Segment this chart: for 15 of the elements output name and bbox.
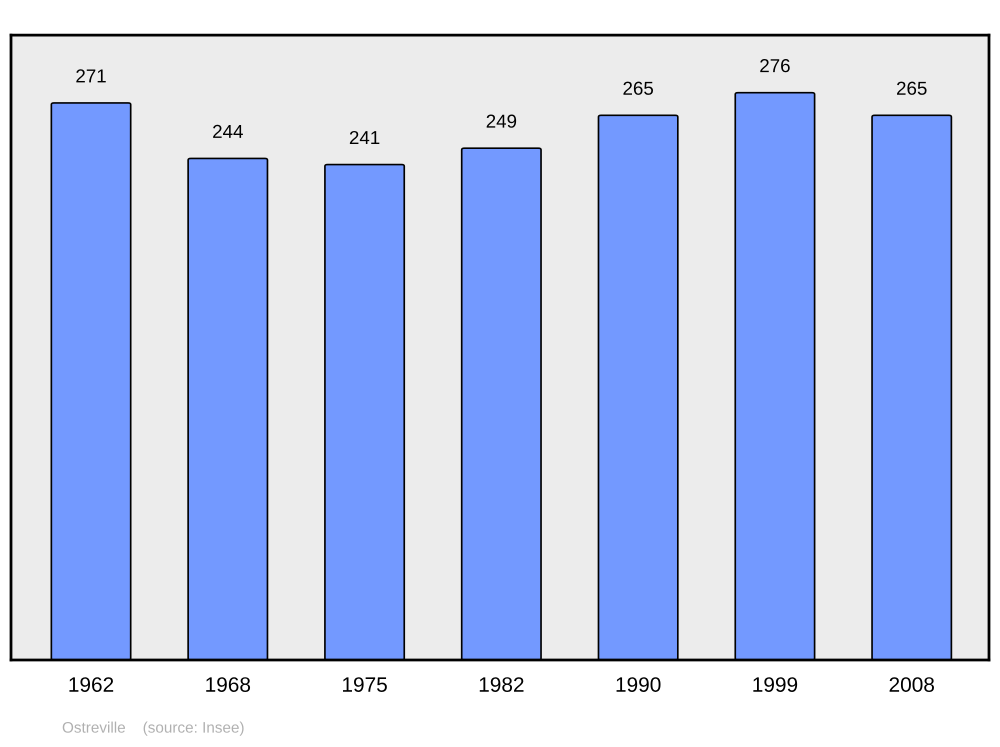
data-label: 249: [486, 114, 516, 128]
data-label: 241: [350, 130, 380, 144]
x-tick-label: 2008: [890, 677, 934, 692]
data-label: 265: [897, 82, 927, 95]
data-label: 265: [623, 82, 654, 95]
x-tick-label: 1962: [69, 677, 114, 692]
data-label: 244: [213, 124, 243, 138]
data-label: 276: [760, 59, 790, 72]
x-tick-label: 1999: [753, 677, 798, 692]
data-label: 271: [76, 69, 106, 82]
x-tick-label: 1990: [616, 677, 661, 692]
text: Ostreville (source: Insee): [62, 722, 244, 736]
x-tick-label: 1968: [206, 677, 250, 692]
x-tick-label: 1975: [343, 677, 387, 692]
x-tick-label: 1982: [480, 677, 524, 692]
